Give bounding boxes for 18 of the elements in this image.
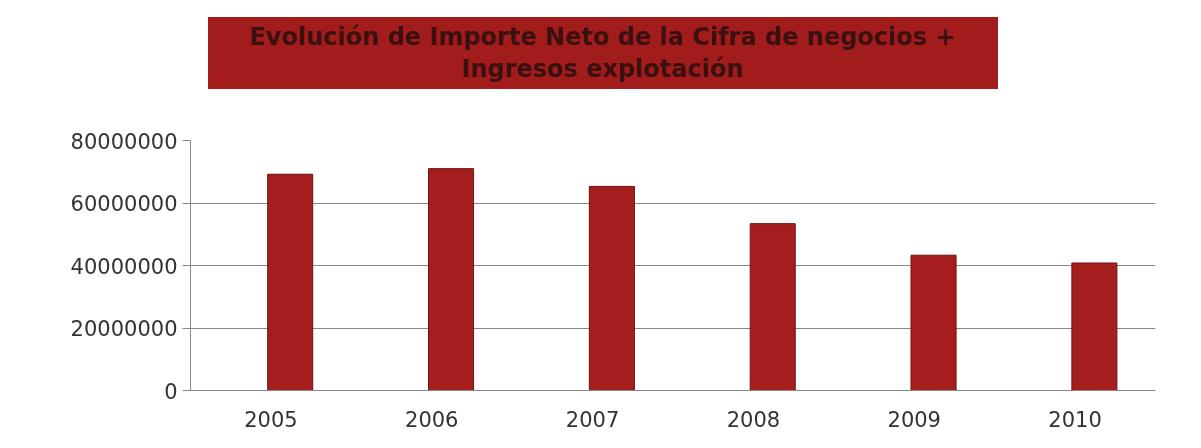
x-tick-label: 2007 (565, 407, 620, 432)
y-tick-label: 0 (164, 379, 178, 404)
x-tick-label: 2006 (405, 407, 459, 432)
x-tick-label: 2010 (1048, 407, 1102, 432)
bar (428, 168, 475, 391)
x-tick-label: 2005 (244, 407, 298, 432)
bar (267, 173, 314, 391)
bar (588, 185, 635, 391)
x-tick-label: 2009 (887, 407, 941, 432)
x-tick-label: 2008 (726, 407, 781, 432)
y-tick-label: 20000000 (70, 317, 178, 341)
y-tick-label: 60000000 (70, 192, 178, 216)
y-tick-label: 80000000 (70, 129, 178, 154)
y-tick-label: 40000000 (70, 254, 178, 279)
bar (749, 223, 796, 391)
bar (1071, 262, 1118, 391)
chart-title: Evolución de Importe Neto de la Cifra de negocios + Ingresos explotación (207, 17, 998, 89)
bar (910, 254, 957, 391)
